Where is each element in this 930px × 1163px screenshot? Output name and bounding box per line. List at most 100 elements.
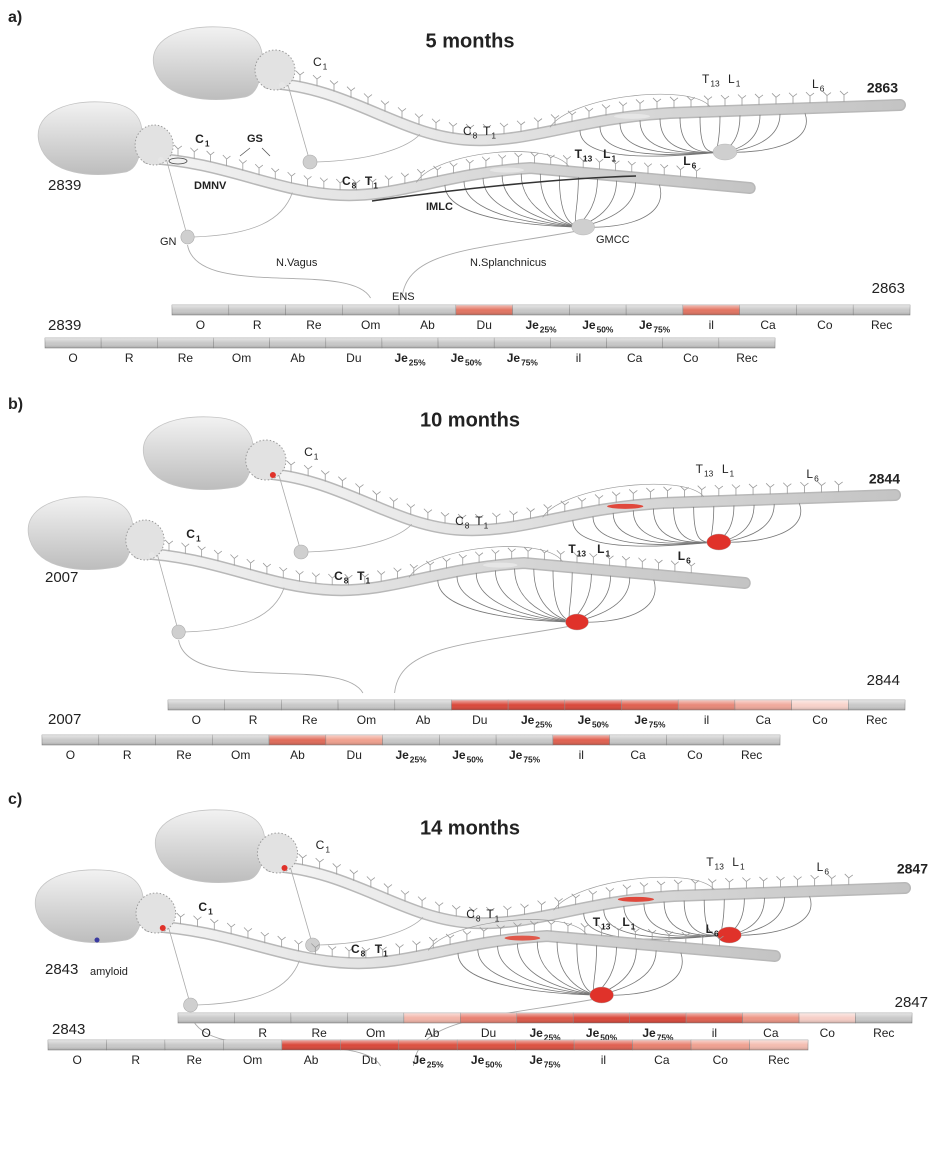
- segment-name: Je25%: [521, 713, 553, 729]
- segment-label-base: C: [186, 527, 195, 541]
- gut-segment-shade: [796, 305, 853, 315]
- nerve-root: [738, 94, 746, 105]
- segment-label-base: L: [706, 922, 713, 936]
- ganglion: [294, 545, 308, 559]
- segment-name: Om: [361, 318, 380, 332]
- segment-name: Rec: [871, 318, 892, 332]
- segment-name: il: [704, 713, 709, 727]
- annotation: DMNV: [194, 180, 227, 192]
- gut-segment-shade: [630, 1013, 686, 1023]
- mouse-id: 2839: [48, 177, 81, 194]
- nerve-root: [811, 875, 819, 886]
- segment-label-base: C: [313, 55, 322, 69]
- segment-label: L6: [678, 549, 691, 565]
- brainstem-spot: [282, 865, 288, 871]
- ganglion-loop: [307, 524, 412, 552]
- segment-name: Je75%: [509, 748, 541, 764]
- nerve-root: [721, 95, 729, 106]
- segment-name: R: [258, 1026, 267, 1040]
- segment-name-sub: 25%: [410, 754, 427, 764]
- segment-label: C8: [463, 124, 478, 140]
- gut-segment-shade: [156, 735, 213, 745]
- gut-segment-shade: [686, 1013, 742, 1023]
- segment-label-sub: 1: [325, 844, 330, 854]
- page: a)5 monthsC1C8T1T13L1L6C1C8T1T13L1L62863…: [0, 0, 930, 1158]
- segment-label: C1: [313, 55, 328, 71]
- gut-segment-shade: [573, 1013, 629, 1023]
- segment-name: O: [73, 1053, 82, 1067]
- segment-name-base: Je: [394, 351, 408, 365]
- segment-name-sub: 75%: [649, 719, 666, 729]
- gmcc-ganglion: [707, 534, 731, 550]
- segment-label-base: L: [678, 549, 685, 563]
- panel-title: 5 months: [426, 30, 515, 52]
- segment-name-base: Je: [634, 713, 648, 727]
- segment-label-sub: 13: [704, 468, 714, 478]
- gut-segment-shade: [165, 1040, 223, 1050]
- segment-label-sub: 13: [715, 861, 725, 871]
- segment-name-base: Je: [582, 318, 596, 332]
- gut-segment-shade: [395, 700, 452, 710]
- gut-segment-shade: [225, 700, 282, 710]
- nerve-root: [663, 487, 671, 498]
- splanchnic-nerve: [534, 569, 577, 622]
- segment-name: Ab: [420, 318, 435, 332]
- gut-segment-shade: [281, 700, 338, 710]
- segment-name: Je50%: [471, 1053, 503, 1069]
- segment-label-sub: 6: [714, 928, 719, 938]
- cord-spot: [505, 936, 541, 941]
- nerve-root: [449, 122, 457, 133]
- segment-name: O: [196, 318, 205, 332]
- segment-name: Re: [176, 748, 192, 762]
- gut-segment-shade: [496, 735, 553, 745]
- spinal-cord: [147, 158, 750, 195]
- nerve-root: [509, 511, 517, 522]
- splanchnic-nerve: [593, 516, 719, 544]
- vagus-to-ens: [188, 245, 371, 298]
- cord-spot: [607, 504, 643, 509]
- nerve-root: [596, 158, 604, 169]
- segment-name: R: [123, 748, 132, 762]
- cerebellum: [126, 520, 164, 560]
- cerebrum: [38, 102, 142, 175]
- segment-name-sub: 75%: [544, 1059, 561, 1069]
- segment-name: Re: [186, 1053, 202, 1067]
- nerve-root: [299, 854, 307, 865]
- gut-segment-shade: [101, 338, 157, 348]
- segment-label-sub: 1: [606, 548, 611, 558]
- segment-label-sub: 6: [824, 866, 829, 876]
- segment-name: Ca: [630, 748, 646, 762]
- nerve-root: [657, 881, 665, 892]
- nerve-root: [638, 558, 646, 569]
- segment-label: C8: [351, 942, 366, 958]
- gut-segment-shade: [439, 735, 496, 745]
- annotation: N.Vagus: [276, 257, 318, 269]
- nerve-root: [527, 508, 535, 519]
- gut-segment-shade: [610, 735, 667, 745]
- segment-label-sub: 8: [352, 180, 357, 190]
- segment-label: L6: [806, 467, 819, 483]
- segment-label-sub: 1: [730, 468, 735, 478]
- gut-segment-shade: [270, 338, 326, 348]
- nerve-root: [534, 118, 542, 129]
- mouse-id: 2863: [867, 80, 898, 96]
- cerebrum: [35, 870, 143, 943]
- gut-segment-shade: [750, 1040, 808, 1050]
- gut-segment-shade: [743, 1013, 799, 1023]
- segment-name: il: [576, 351, 581, 365]
- spinal-cord: [149, 926, 775, 963]
- segment-label-base: T: [483, 124, 491, 138]
- gut-segment-shade: [792, 700, 849, 710]
- segment-name: Je25%: [394, 351, 426, 367]
- cerebellum: [136, 893, 176, 933]
- segment-label-sub: 1: [612, 153, 617, 163]
- cerebellum: [255, 50, 295, 90]
- segment-name: Om: [366, 1026, 385, 1040]
- segment-label-sub: 1: [383, 948, 388, 958]
- segment-name: R: [125, 351, 134, 365]
- segment-label-sub: 1: [373, 180, 378, 190]
- nerve-root: [755, 94, 763, 105]
